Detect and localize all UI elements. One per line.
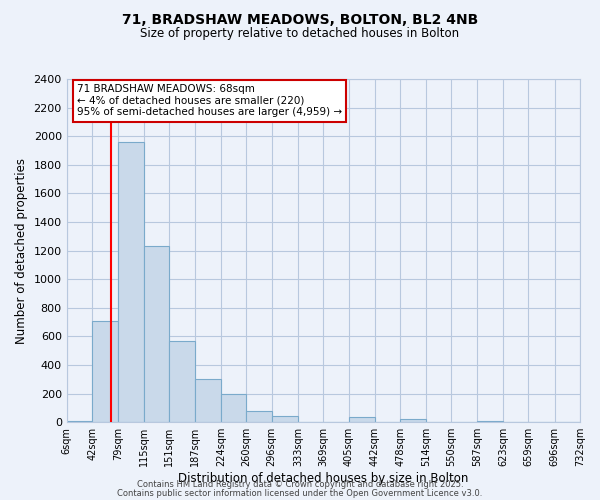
- Bar: [349, 417, 375, 422]
- Bar: [194, 380, 221, 422]
- Bar: [118, 142, 144, 422]
- Bar: [400, 420, 426, 422]
- Text: 71 BRADSHAW MEADOWS: 68sqm
← 4% of detached houses are smaller (220)
95% of semi: 71 BRADSHAW MEADOWS: 68sqm ← 4% of detac…: [77, 84, 342, 117]
- Text: Contains HM Land Registry data © Crown copyright and database right 2025.: Contains HM Land Registry data © Crown c…: [137, 480, 463, 489]
- Text: 71, BRADSHAW MEADOWS, BOLTON, BL2 4NB: 71, BRADSHAW MEADOWS, BOLTON, BL2 4NB: [122, 12, 478, 26]
- Text: Contains public sector information licensed under the Open Government Licence v3: Contains public sector information licen…: [118, 488, 482, 498]
- Bar: [67, 421, 92, 422]
- Bar: [221, 394, 246, 422]
- X-axis label: Distribution of detached houses by size in Bolton: Distribution of detached houses by size …: [178, 472, 469, 485]
- Bar: [478, 421, 503, 422]
- Bar: [169, 340, 194, 422]
- Bar: [272, 416, 298, 422]
- Text: Size of property relative to detached houses in Bolton: Size of property relative to detached ho…: [140, 28, 460, 40]
- Bar: [144, 246, 169, 422]
- Bar: [246, 411, 272, 422]
- Y-axis label: Number of detached properties: Number of detached properties: [15, 158, 28, 344]
- Bar: [92, 320, 118, 422]
